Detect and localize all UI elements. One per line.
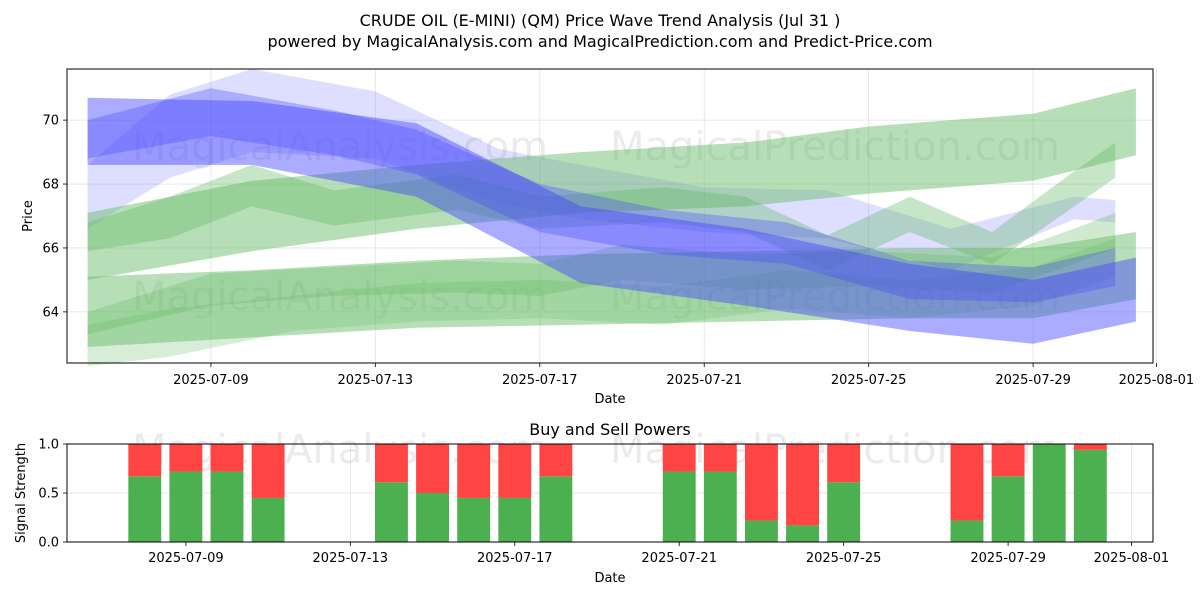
buy-bar	[416, 493, 449, 542]
sell-bar	[950, 444, 984, 521]
signal-y-tick-label: 1.0	[38, 438, 59, 453]
price-wave-band-green-band-5	[87, 238, 1116, 367]
price-y-tick-label: 70	[42, 114, 59, 129]
sell-bar	[128, 444, 162, 477]
sell-bar	[991, 444, 1025, 477]
buy-bar	[827, 482, 861, 542]
buy-bar	[950, 520, 984, 542]
watermark-text: MagicalAnalysis.com	[132, 274, 548, 320]
price-y-axis-label: Price	[21, 200, 36, 232]
sell-bar	[786, 444, 819, 526]
buy-bar	[744, 520, 778, 542]
buy-bar	[703, 471, 737, 542]
buy-bar	[210, 471, 244, 542]
signal-chart-title: Buy and Sell Powers	[529, 420, 691, 439]
price-wave-band-green-band-1	[87, 88, 1136, 280]
price-x-tick-label: 2025-07-13	[338, 373, 414, 388]
sell-bar	[374, 444, 408, 483]
price-y-tick-label: 66	[42, 241, 59, 256]
price-x-tick-label: 2025-07-25	[831, 373, 907, 388]
buy-bar	[662, 471, 696, 542]
signal-x-tick-label: 2025-08-01	[1094, 551, 1170, 566]
price-y-tick-label: 68	[42, 178, 59, 193]
sell-bar	[827, 444, 861, 483]
price-bands	[87, 69, 1136, 367]
price-wave-band-green-band-2	[87, 232, 1136, 347]
price-x-tick-label: 2025-07-17	[502, 373, 578, 388]
buy-bar	[1032, 444, 1066, 542]
price-wave-band-green-band-3	[87, 142, 1116, 271]
sell-bar	[169, 444, 203, 472]
price-watermarks: MagicalAnalysis.com MagicalPrediction.co…	[132, 124, 1060, 320]
sell-bar	[251, 444, 285, 498]
price-wave-band-blue-band-3	[87, 69, 1116, 271]
price-y-tick-label: 64	[42, 305, 59, 320]
price-x-axis-label: Date	[594, 392, 625, 407]
signal-x-tick-label: 2025-07-29	[970, 551, 1046, 566]
price-x-tick-label: 2025-08-01	[1119, 373, 1195, 388]
signal-x-tick-label: 2025-07-13	[313, 551, 389, 566]
buy-bar	[251, 497, 285, 542]
watermark-text: MagicalPrediction.com	[610, 124, 1060, 170]
watermark-text: MagicalAnalysis.com	[132, 124, 548, 170]
sell-bar	[539, 444, 573, 477]
buy-bar	[498, 497, 532, 542]
price-axes: 2025-07-09 2025-07-13 2025-07-17 2025-07-21…	[42, 114, 1194, 388]
price-wave-band-blue-band-2	[87, 88, 1116, 303]
buy-bar	[1073, 449, 1107, 542]
signal-y-axis-label: Signal Strength	[14, 443, 29, 543]
sell-bar	[703, 444, 737, 472]
sell-bar	[662, 444, 696, 472]
signal-y-tick-label: 0.0	[38, 536, 59, 551]
price-x-tick-label: 2025-07-09	[173, 373, 249, 388]
buy-bar	[374, 482, 408, 542]
buy-bar	[128, 476, 162, 542]
sell-bar	[457, 444, 491, 498]
buy-bar	[786, 525, 819, 542]
signal-y-tick-label: 0.5	[38, 487, 59, 502]
signal-x-tick-label: 2025-07-17	[477, 551, 553, 566]
chart-title: CRUDE OIL (E-MINI) (QM) Price Wave Trend…	[360, 11, 841, 30]
signal-x-tick-label: 2025-07-21	[641, 551, 717, 566]
price-plot-frame	[66, 68, 1154, 364]
price-wave-band-green-band-4	[87, 212, 1116, 335]
buy-bar	[991, 476, 1025, 542]
sell-bar	[744, 444, 778, 521]
signal-axes: 2025-07-09 2025-07-13 2025-07-17 2025-07-21…	[38, 438, 1169, 567]
watermark-text: MagicalPrediction.com	[610, 274, 1060, 320]
price-x-tick-label: 2025-07-29	[995, 373, 1071, 388]
buy-bar	[457, 497, 491, 542]
chart-subtitle: powered by MagicalAnalysis.com and Magic…	[267, 32, 932, 51]
signal-x-tick-label: 2025-07-25	[806, 551, 882, 566]
sell-bar	[498, 444, 532, 498]
sell-bar	[1073, 444, 1107, 450]
price-plot-area	[67, 69, 1153, 363]
price-grid	[67, 69, 1157, 363]
signal-bars	[128, 444, 1107, 542]
buy-bar	[539, 476, 573, 542]
price-x-tick-label: 2025-07-21	[666, 373, 742, 388]
sell-bar	[210, 444, 244, 472]
buy-bar	[169, 471, 203, 542]
signal-x-axis-label: Date	[594, 571, 625, 586]
price-wave-band-blue-band-1	[87, 97, 1136, 344]
sell-bar	[416, 444, 449, 493]
signal-x-tick-label: 2025-07-09	[148, 551, 224, 566]
